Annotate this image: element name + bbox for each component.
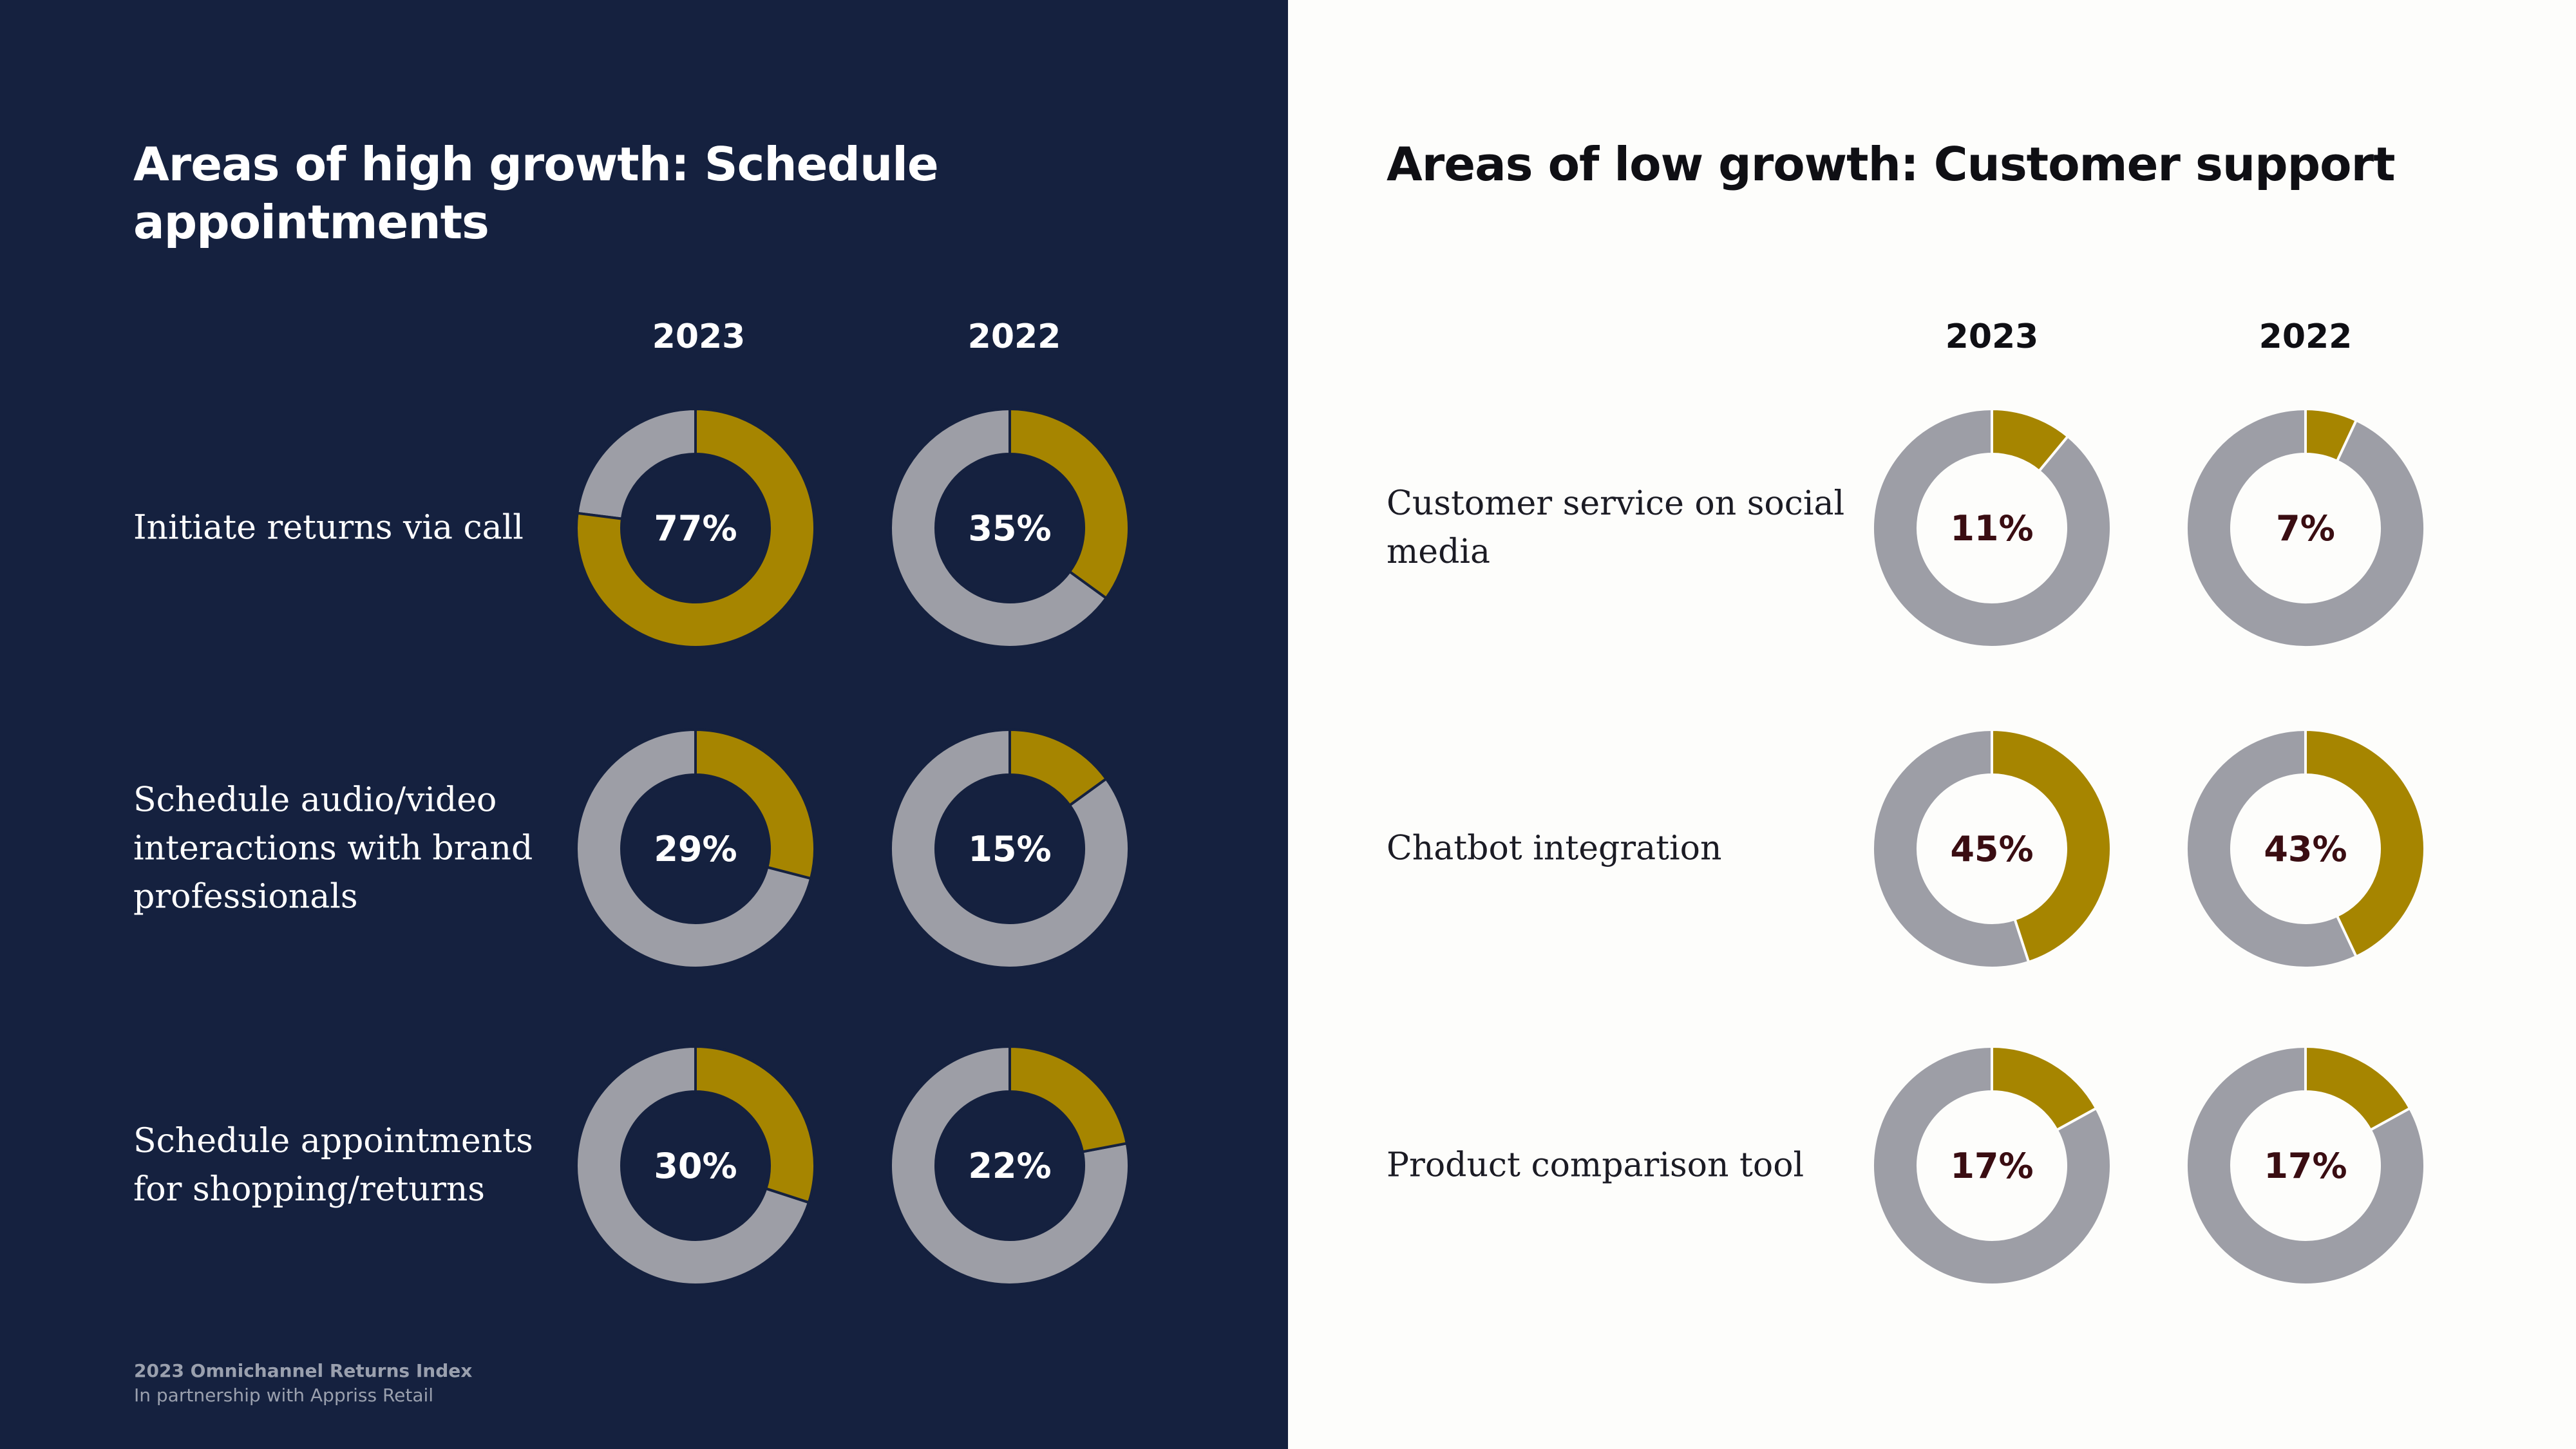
donut-remainder-segment — [889, 407, 1108, 649]
year-2022-header: 2022 — [2259, 317, 2353, 356]
donut-value-segment — [2304, 407, 2358, 463]
donut-value-segment — [694, 1045, 816, 1204]
donut-chart — [1871, 407, 2112, 649]
donut-chart — [1871, 728, 2112, 969]
donut-value-segment — [1991, 728, 2112, 964]
percent-label: 77% — [654, 507, 737, 549]
donut-value-segment — [694, 728, 816, 880]
year-2022-header: 2022 — [967, 317, 1061, 356]
donut-value-segment — [1991, 1045, 2098, 1132]
footer-title: 2023 Omnichannel Returns Index — [134, 1360, 473, 1381]
row-label-schedule-appointments: Schedule appointments for shopping/retur… — [133, 1122, 533, 1209]
donut-remainder-segment — [575, 728, 813, 969]
low-growth-title: Areas of low growth: Customer support — [1387, 137, 2396, 191]
donut-remainder-segment — [576, 407, 697, 520]
percent-label: 30% — [654, 1145, 737, 1186]
donut-social-media-2022: 7% — [2183, 406, 2428, 650]
row-label-product-comparison: Product comparison tool — [1387, 1146, 1804, 1185]
donut-value-segment — [1009, 728, 1108, 808]
percent-label: 22% — [968, 1145, 1052, 1186]
donut-remainder-segment — [575, 1045, 811, 1286]
donut-audio-video-2023: 29% — [573, 726, 818, 971]
donut-chart — [575, 407, 816, 649]
donut-schedule-appointments-2023: 30% — [573, 1043, 818, 1288]
donut-value-segment — [2304, 728, 2426, 959]
footer: 2023 Omnichannel Returns Index In partne… — [134, 1359, 472, 1408]
donut-social-media-2023: 11% — [1870, 406, 2114, 650]
donut-product-comparison-2023: 17% — [1870, 1043, 2114, 1288]
percent-label: 15% — [968, 828, 1052, 869]
donut-remainder-segment — [889, 1045, 1130, 1286]
percent-label: 17% — [2264, 1145, 2347, 1186]
donut-initiate-returns-2022: 35% — [887, 406, 1132, 650]
donut-chart — [1871, 1045, 2112, 1286]
donut-remainder-segment — [2185, 407, 2426, 649]
donut-chart — [575, 1045, 816, 1286]
donut-product-comparison-2022: 17% — [2183, 1043, 2428, 1288]
donut-chatbot-2023: 45% — [1870, 726, 2114, 971]
percent-label: 11% — [1950, 507, 2034, 549]
low-growth-panel: Areas of low growth: Customer support 20… — [1288, 0, 2576, 1449]
donut-chart — [889, 728, 1130, 969]
percent-label: 29% — [654, 828, 737, 869]
donut-remainder-segment — [2185, 1045, 2426, 1286]
donut-remainder-segment — [2185, 728, 2358, 969]
donut-value-segment — [1991, 407, 2070, 473]
percent-label: 35% — [968, 507, 1052, 549]
donut-remainder-segment — [1871, 728, 2031, 969]
donut-value-segment — [575, 407, 816, 649]
row-label-chatbot: Chatbot integration — [1387, 829, 1722, 868]
percent-label: 7% — [2276, 507, 2335, 549]
row-label-social-media: Customer service on social media — [1387, 484, 1845, 571]
donut-chart — [575, 728, 816, 969]
donut-value-segment — [1009, 407, 1130, 600]
donut-schedule-appointments-2022: 22% — [887, 1043, 1132, 1288]
row-label-initiate-returns: Initiate returns via call — [133, 508, 524, 547]
donut-audio-video-2022: 15% — [887, 726, 1132, 971]
donut-chatbot-2022: 43% — [2183, 726, 2428, 971]
donut-initiate-returns-2023: 77% — [573, 406, 818, 650]
percent-label: 43% — [2264, 828, 2347, 869]
year-2023-header: 2023 — [1945, 317, 2039, 356]
high-growth-title: Areas of high growth: Schedule appointme… — [133, 137, 939, 249]
percent-label: 17% — [1950, 1145, 2034, 1186]
donut-chart — [2185, 1045, 2426, 1286]
footer-subtitle: In partnership with Appriss Retail — [134, 1385, 434, 1406]
row-label-audio-video: Schedule audio/video interactions with b… — [133, 781, 533, 916]
donut-remainder-segment — [1871, 1045, 2112, 1286]
donut-chart — [889, 407, 1130, 649]
donut-chart — [2185, 728, 2426, 969]
donut-remainder-segment — [1871, 407, 2112, 649]
donut-remainder-segment — [889, 728, 1130, 969]
year-2023-header: 2023 — [652, 317, 746, 356]
donut-chart — [889, 1045, 1130, 1286]
percent-label: 45% — [1950, 828, 2034, 869]
high-growth-panel: Areas of high growth: Schedule appointme… — [0, 0, 1288, 1449]
donut-value-segment — [2304, 1045, 2412, 1132]
donut-value-segment — [1009, 1045, 1129, 1153]
donut-chart — [2185, 407, 2426, 649]
